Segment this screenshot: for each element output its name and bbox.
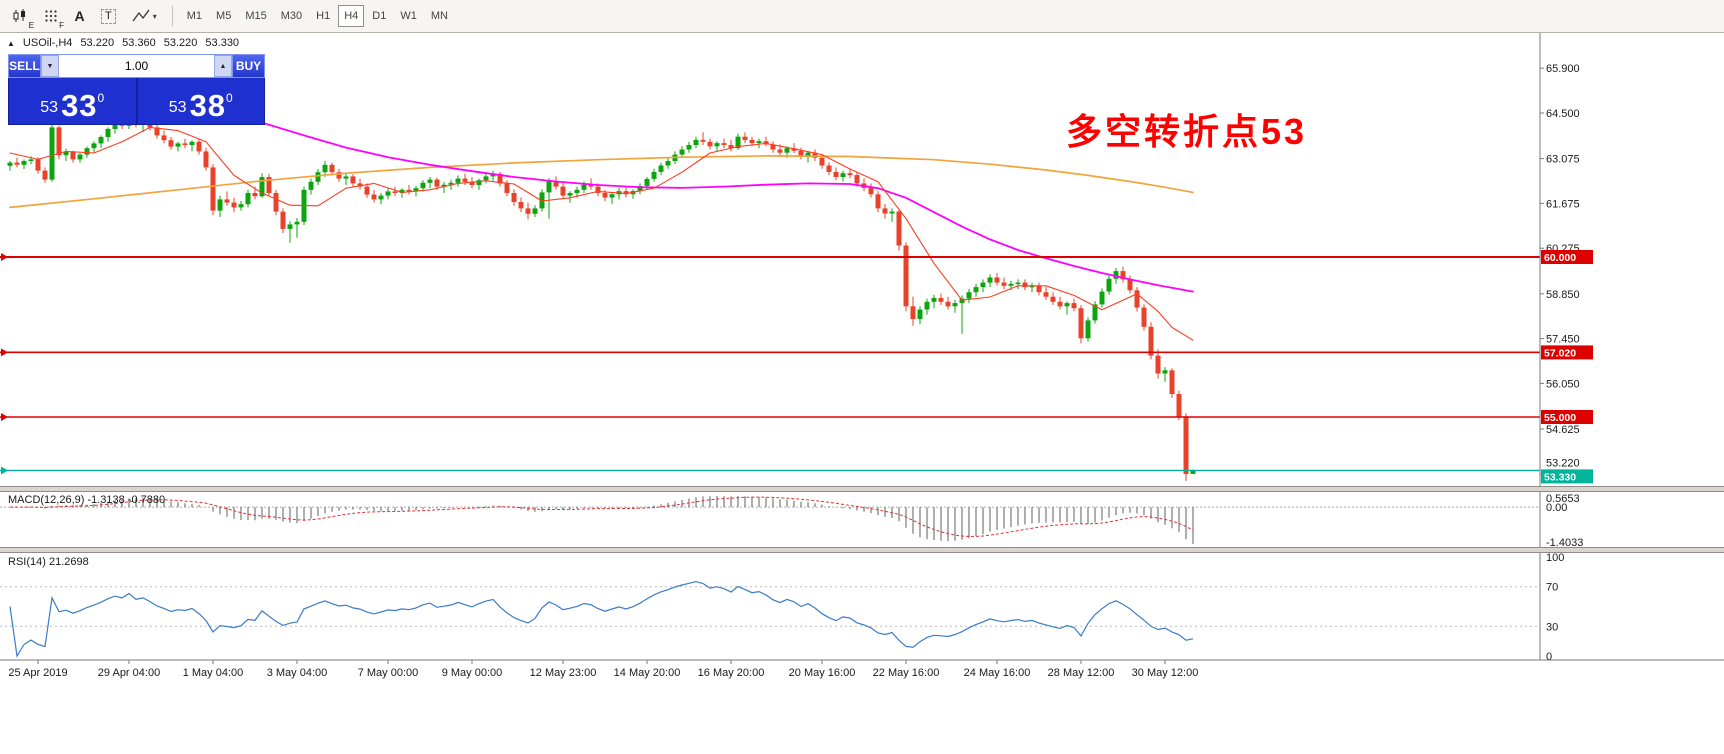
text-frame-tool-icon[interactable]: T [94,4,123,29]
svg-text:53.220: 53.220 [1546,457,1580,469]
svg-text:64.500: 64.500 [1546,108,1580,120]
timeframe-button-mn[interactable]: MN [425,5,454,27]
timeframe-button-h1[interactable]: H1 [310,5,336,27]
macd-indicator-label: MACD(12,26,9) -1.3138 -0.7880 [8,494,166,506]
toolbar: E F A T ▾ M1 M5 M15 M30 H1 H4 D1 W1 MN [0,0,1724,33]
chart-window: 65.900 64.500 63.075 61.675 60.275 58.850 57.4… [0,33,1724,754]
svg-text:60.000: 60.000 [1544,252,1576,264]
svg-text:12 May 23:00: 12 May 23:00 [530,667,597,679]
text-tool-glyph: A [74,8,85,24]
svg-text:-1.4033: -1.4033 [1546,537,1583,549]
price-display-row: 53 33 0 53 38 0 [8,78,265,125]
text-tool-icon[interactable]: A [67,4,92,29]
rsi-indicator-label: RSI(14) 21.2698 [8,556,89,568]
svg-text:28 May 12:00: 28 May 12:00 [1048,667,1115,679]
sell-price-big: 33 [61,87,98,123]
svg-text:63.075: 63.075 [1546,154,1580,166]
dropdown-caret-icon: ▾ [152,11,157,21]
svg-text:0: 0 [1546,651,1552,663]
svg-text:54.625: 54.625 [1546,424,1580,436]
svg-text:53.330: 53.330 [1544,471,1576,483]
caret-down-icon: ▼ [46,62,54,70]
timeframe-button-h4[interactable]: H4 [338,5,365,27]
collapse-panel-icon[interactable]: ▲ [7,38,15,48]
sell-price[interactable]: 53 33 0 [9,78,136,124]
indicator-grid-tool-icon[interactable]: F [37,4,65,30]
svg-text:0.00: 0.00 [1546,502,1567,514]
svg-text:14 May 20:00: 14 May 20:00 [614,667,681,679]
svg-text:65.900: 65.900 [1546,63,1580,75]
ohlc-close: 53.330 [205,37,240,49]
volume-stepper: ▼ ▲ [41,54,232,78]
svg-text:30 May 12:00: 30 May 12:00 [1132,667,1199,679]
svg-text:25 Apr 2019: 25 Apr 2019 [8,667,67,679]
buy-button[interactable]: BUY [232,54,265,78]
symbol-title: USOil-,H4 [22,37,73,49]
buy-price[interactable]: 53 38 0 [138,78,265,124]
svg-text:56.050: 56.050 [1546,378,1580,390]
drawing-objects-tool-icon[interactable]: ▾ [125,4,164,29]
tool-sub-label: F [59,20,64,30]
candlestick-chart-tool-icon[interactable]: E [5,4,35,30]
svg-text:57.450: 57.450 [1546,334,1580,346]
symbol-header: ▲ USOil-,H4 53.220 53.360 53.220 53.330 [7,37,239,49]
svg-text:61.675: 61.675 [1546,198,1580,210]
svg-text:24 May 16:00: 24 May 16:00 [964,667,1031,679]
caret-up-icon: ▲ [219,62,227,70]
svg-text:3 May 04:00: 3 May 04:00 [267,667,328,679]
timeframe-button-m5[interactable]: M5 [210,5,237,27]
timeframe-button-m15[interactable]: M15 [239,5,272,27]
ohlc-high: 53.360 [122,37,156,49]
svg-text:57.020: 57.020 [1544,347,1576,359]
sell-button[interactable]: SELL [8,54,41,78]
svg-text:70: 70 [1546,582,1558,594]
svg-text:16 May 20:00: 16 May 20:00 [698,667,765,679]
svg-text:58.850: 58.850 [1546,289,1580,301]
volume-increase-button[interactable]: ▲ [214,55,232,77]
sell-price-sup: 0 [97,91,105,105]
timeframe-button-d1[interactable]: D1 [366,5,392,27]
sell-price-prefix: 53 [40,99,59,116]
svg-text:29 Apr 04:00: 29 Apr 04:00 [98,667,160,679]
trendline-glyph [132,9,150,22]
timeframe-button-m30[interactable]: M30 [275,5,308,27]
price-divider [135,78,138,124]
buy-price-prefix: 53 [168,99,187,116]
svg-text:7 May 00:00: 7 May 00:00 [358,667,419,679]
one-click-trading-panel: SELL ▼ ▲ BUY 53 33 0 53 38 0 [8,54,265,125]
toolbar-separator [171,6,173,26]
timeframe-button-group: M1 M5 M15 M30 H1 H4 D1 W1 MN [180,5,455,27]
svg-text:0.5653: 0.5653 [1546,493,1580,505]
chart-canvas[interactable]: 65.90064.50063.07561.67560.27558.85057.4… [0,33,1724,754]
svg-text:20 May 16:00: 20 May 16:00 [789,667,856,679]
chart-annotation-text[interactable]: 多空转折点53 [1066,111,1308,152]
volume-decrease-button[interactable]: ▼ [41,55,59,77]
timeframe-button-m1[interactable]: M1 [181,5,208,27]
svg-text:1 May 04:00: 1 May 04:00 [183,667,244,679]
svg-text:9 May 00:00: 9 May 00:00 [442,667,503,679]
svg-text:30: 30 [1546,621,1558,633]
ohlc-low: 53.220 [163,37,198,49]
grid-dots-glyph [45,10,57,22]
svg-text:55.000: 55.000 [1544,412,1576,424]
candlestick-glyph [13,8,25,22]
order-controls-row: SELL ▼ ▲ BUY [8,54,265,78]
ohlc-open: 53.220 [80,37,115,49]
volume-input[interactable] [59,55,214,77]
svg-text:22 May 16:00: 22 May 16:00 [873,667,940,679]
buy-price-big: 38 [189,87,227,123]
tool-sub-label: E [28,20,34,30]
buy-price-sup: 0 [226,91,233,105]
timeframe-button-w1[interactable]: W1 [394,5,423,27]
text-frame-glyph: T [101,8,116,24]
svg-text:100: 100 [1546,552,1564,564]
